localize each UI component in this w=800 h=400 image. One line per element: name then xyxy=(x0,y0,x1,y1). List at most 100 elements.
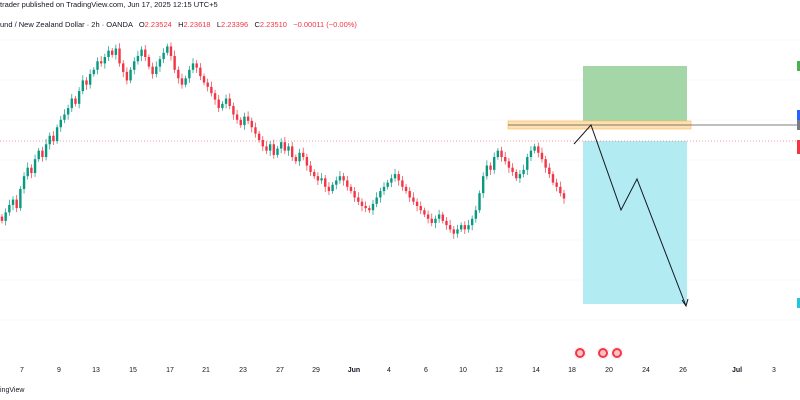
time-axis-label: 10 xyxy=(459,367,467,374)
time-axis-label: 20 xyxy=(605,367,613,374)
candle-body xyxy=(305,157,309,166)
candle-body xyxy=(8,204,11,213)
candle-body xyxy=(188,69,191,79)
candle-body xyxy=(316,176,320,181)
close-value: 2.23510 xyxy=(259,20,287,29)
candle-body xyxy=(272,144,276,155)
candle-body xyxy=(324,178,327,187)
chart-grid xyxy=(0,39,800,321)
candle-body xyxy=(0,216,4,221)
candle-body xyxy=(162,52,165,60)
candle-body xyxy=(404,186,408,192)
candle-body xyxy=(408,191,411,198)
candle-body xyxy=(371,203,375,211)
time-axis[interactable]: 7 9 13 15 17 21 23 27 29 Jun 4 6 10 12 14 18 20 24 26 Jul 3 xyxy=(20,367,776,374)
price-tag-level xyxy=(797,110,800,120)
candlestick-series xyxy=(0,42,566,239)
time-axis-label: 17 xyxy=(166,367,174,374)
candle-body xyxy=(426,214,430,219)
take-profit-zone[interactable] xyxy=(583,66,687,125)
risk-zone[interactable] xyxy=(583,141,687,304)
candle-body xyxy=(555,182,558,187)
candle-body xyxy=(103,57,107,64)
time-axis-label: 29 xyxy=(312,367,320,374)
candle-body xyxy=(48,135,51,145)
price-tag-level-2 xyxy=(797,120,800,130)
projection-path[interactable] xyxy=(573,124,687,307)
candle-body xyxy=(353,191,356,198)
candle-body xyxy=(415,201,419,206)
candle-body xyxy=(99,61,103,64)
candle-body xyxy=(507,161,511,168)
candle-body xyxy=(202,76,206,83)
candle-body xyxy=(92,69,96,75)
candle-body xyxy=(151,66,154,75)
high-value: 2.23618 xyxy=(183,20,211,29)
candle-body xyxy=(88,74,92,85)
candle-body xyxy=(533,146,536,151)
candle-body xyxy=(147,57,151,67)
candle-body xyxy=(63,114,66,120)
candle-body xyxy=(265,146,268,151)
candle-body xyxy=(26,167,29,177)
candle-body xyxy=(485,165,489,177)
candle-body xyxy=(504,157,507,162)
candle-body xyxy=(22,176,26,189)
candle-body xyxy=(59,119,62,128)
candle-body xyxy=(85,80,88,85)
open-value: 2.23524 xyxy=(144,20,172,29)
candle-body xyxy=(302,152,305,158)
candle-body xyxy=(390,178,393,183)
candle-body xyxy=(224,98,228,104)
candle-body xyxy=(357,197,360,202)
candle-body xyxy=(386,182,389,187)
candle-body xyxy=(239,119,242,126)
candle-body xyxy=(118,48,121,64)
candle-body xyxy=(44,144,48,158)
candle-body xyxy=(166,46,169,53)
candle-body xyxy=(448,225,452,230)
economic-event-icon[interactable] xyxy=(597,347,609,359)
symbol-name: und / New Zealand Dollar · 2h · OANDA xyxy=(0,20,133,29)
candle-body xyxy=(144,49,147,58)
candle-body xyxy=(30,167,33,173)
candle-body xyxy=(33,159,37,173)
candle-body xyxy=(434,218,437,224)
candle-body xyxy=(540,152,544,160)
candle-body xyxy=(107,50,110,58)
candle-body xyxy=(360,201,364,206)
time-axis-label: 21 xyxy=(202,367,210,374)
symbol-info: und / New Zealand Dollar · 2h · OANDA O2… xyxy=(0,20,357,32)
candle-body xyxy=(55,127,59,142)
time-axis-label: Jun xyxy=(348,367,360,374)
candle-body xyxy=(250,120,253,128)
candle-body xyxy=(548,167,551,175)
candle-body xyxy=(412,197,415,202)
candle-body xyxy=(74,98,77,104)
candle-body xyxy=(526,157,529,170)
candle-body xyxy=(445,220,448,226)
candle-body xyxy=(401,180,404,187)
candle-body xyxy=(423,210,426,215)
candle-body xyxy=(467,225,470,230)
candle-body xyxy=(452,229,456,234)
candle-body xyxy=(261,140,264,147)
candle-body xyxy=(313,171,316,177)
candle-body xyxy=(346,180,349,187)
candle-body xyxy=(562,193,566,199)
candle-body xyxy=(184,78,187,85)
candle-body xyxy=(430,218,433,224)
candle-body xyxy=(489,165,492,170)
economic-event-icon[interactable] xyxy=(611,347,623,359)
candle-body xyxy=(246,116,250,121)
candle-body xyxy=(66,108,70,115)
candle-body xyxy=(173,55,176,70)
publisher-line: trader published on TradingView.com, Jun… xyxy=(0,0,218,14)
candle-body xyxy=(298,152,301,162)
economic-event-icon[interactable] xyxy=(574,347,586,359)
candle-body xyxy=(459,225,463,230)
candle-body xyxy=(470,218,474,226)
candle-body xyxy=(180,78,184,85)
price-tag-sl xyxy=(797,298,800,308)
